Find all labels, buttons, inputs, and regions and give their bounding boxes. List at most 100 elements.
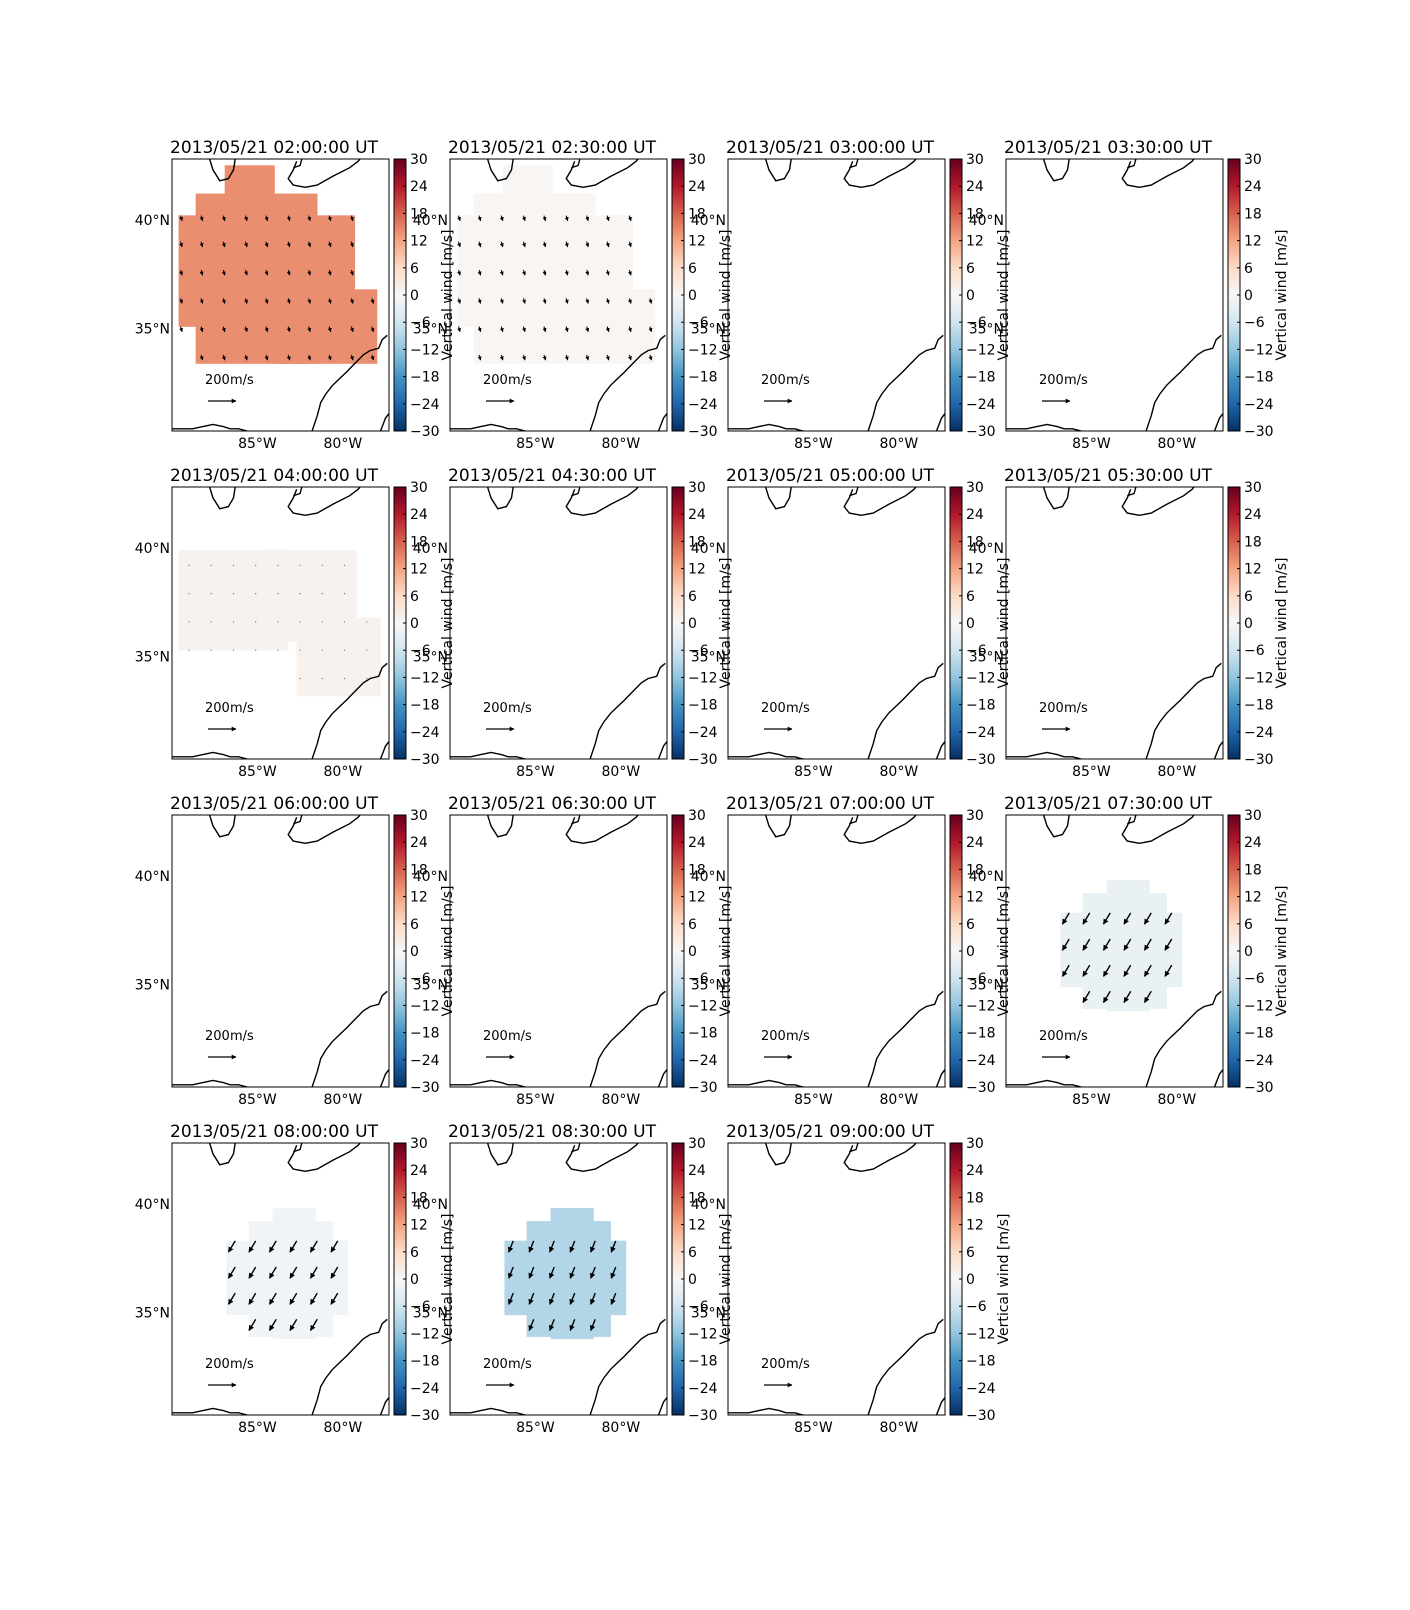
wind-arrow — [264, 326, 269, 333]
wind-arrow — [585, 241, 590, 248]
map-panel: 2013/05/21 05:00:00 UT 200 m/s 85°W 80°W 40°N… — [691, 466, 1012, 780]
wind-arrow — [307, 269, 312, 276]
wind-arrow — [522, 298, 526, 304]
vertical-wind-cell — [274, 289, 378, 364]
wind-arrow — [321, 649, 323, 651]
wind-arrow — [343, 621, 346, 623]
lon-tick-label: 80°W — [602, 764, 641, 780]
colorbar-tick-label: 12 — [688, 234, 706, 250]
wind-arrow — [569, 1266, 576, 1279]
colorbar-tick-label: 6 — [410, 1245, 419, 1261]
colorbar-tick-label: 12 — [410, 234, 428, 250]
quiver-key-unit: m/s — [786, 701, 810, 716]
colorbar-tick-label: 18 — [688, 862, 706, 878]
colorbar-tick-label: 30 — [1244, 480, 1262, 496]
colorbar-tick-label: 30 — [688, 808, 706, 824]
quiver-key-unit: m/s — [786, 1357, 810, 1372]
coastline-segment — [379, 413, 389, 431]
lon-tick-label: 80°W — [1158, 436, 1197, 452]
wind-arrow — [366, 621, 368, 623]
wind-arrow — [627, 354, 632, 361]
wind-arrow — [648, 354, 653, 361]
colorbar-tick-label: 24 — [688, 179, 706, 195]
colorbar-tick-label: −24 — [966, 1381, 996, 1397]
wind-arrow — [286, 269, 291, 276]
colorbar-tick-label: 0 — [410, 944, 419, 960]
wind-arrow — [327, 241, 332, 248]
coastline-segment — [311, 662, 388, 759]
colorbar-tick-label: 0 — [966, 616, 975, 632]
colorbar-tick-label: −24 — [688, 1053, 718, 1069]
map-frame — [449, 814, 668, 1088]
colorbar-tick-label: 12 — [966, 1218, 984, 1234]
colorbar-tick-label: 6 — [1244, 261, 1253, 277]
coastline-segment — [764, 159, 792, 182]
wind-arrow — [330, 1240, 339, 1253]
map-frame — [1005, 486, 1224, 760]
colorbar-tick-label: 0 — [688, 288, 697, 304]
lat-tick-label: 35°N — [135, 650, 170, 666]
vertical-wind-cell — [552, 289, 656, 364]
lon-tick-label: 80°W — [1158, 764, 1197, 780]
lat-tick-label: 40°N — [135, 1197, 170, 1213]
colorbar-label: Vertical wind [m/s] — [718, 558, 734, 689]
colorbar-tick-label: −18 — [688, 698, 718, 714]
quiver-key-unit: m/s — [230, 1357, 254, 1372]
colorbar-tick-label: −24 — [966, 725, 996, 741]
coastline-segment — [1145, 334, 1222, 431]
colorbar-label: Vertical wind [m/s] — [996, 558, 1012, 689]
wind-arrow — [627, 241, 632, 248]
lat-tick-label: 35°N — [135, 978, 170, 994]
wind-arrow — [507, 1292, 514, 1305]
wind-arrow — [349, 241, 354, 248]
wind-arrow — [286, 354, 291, 361]
quiver-key-unit: m/s — [230, 1029, 254, 1044]
colorbar-tick-label: −6 — [1244, 315, 1265, 331]
wind-arrow — [277, 649, 279, 651]
wind-arrow — [221, 241, 226, 248]
wind-arrow — [255, 593, 257, 595]
coastline-segment — [589, 1318, 666, 1415]
quiver-key-unit: m/s — [508, 1029, 532, 1044]
lon-tick-label: 85°W — [1072, 1092, 1111, 1108]
lon-tick-label: 80°W — [324, 436, 363, 452]
colorbar-tick-label: 18 — [410, 862, 428, 878]
coastline-segment — [172, 1407, 248, 1415]
wind-arrow — [244, 215, 248, 222]
colorbar-tick-label: 24 — [966, 1163, 984, 1179]
quiver-key-unit: m/s — [1064, 701, 1088, 716]
wind-arrow — [199, 269, 204, 276]
colorbar-tick-label: −6 — [688, 1299, 709, 1315]
map-frame — [171, 814, 390, 1088]
coastline-segment — [728, 1079, 804, 1087]
wind-arrow — [1123, 938, 1132, 951]
colorbar-label: Vertical wind [m/s] — [718, 1214, 734, 1345]
wind-arrow — [255, 621, 257, 623]
lat-tick-label: 40°N — [413, 869, 448, 885]
colorbar-label: Vertical wind [m/s] — [440, 1214, 456, 1345]
map-panel: 2013/05/21 06:00:00 UT 200 m/s 85°W 80°W 40°N… — [135, 794, 456, 1108]
coastline-segment — [1127, 815, 1137, 825]
lat-tick-label: 35°N — [413, 650, 448, 666]
lat-tick-label: 40°N — [969, 541, 1004, 557]
colorbar-tick-label: −12 — [1244, 998, 1274, 1014]
lon-tick-label: 85°W — [516, 1420, 555, 1436]
lat-tick-label: 35°N — [691, 322, 726, 338]
quiver-key-unit: m/s — [230, 701, 254, 716]
coastline-segment — [764, 487, 792, 510]
lon-tick-label: 85°W — [238, 1092, 277, 1108]
quiver-key-label: 200 — [1039, 373, 1064, 388]
wind-arrow — [499, 326, 504, 333]
wind-arrow — [1143, 938, 1152, 951]
wind-arrow — [1102, 990, 1111, 1003]
wind-arrow — [248, 1318, 257, 1331]
coastline-segment — [172, 1079, 248, 1087]
vertical-wind-cell — [296, 617, 381, 697]
map-frame — [171, 486, 390, 760]
wind-arrow — [605, 326, 610, 333]
wind-arrow — [627, 269, 632, 276]
colorbar-tick-label: 18 — [688, 534, 706, 550]
lat-tick-label: 40°N — [135, 213, 170, 229]
quiver-key-label: 200 — [205, 1357, 230, 1372]
wind-arrow — [330, 1266, 339, 1279]
